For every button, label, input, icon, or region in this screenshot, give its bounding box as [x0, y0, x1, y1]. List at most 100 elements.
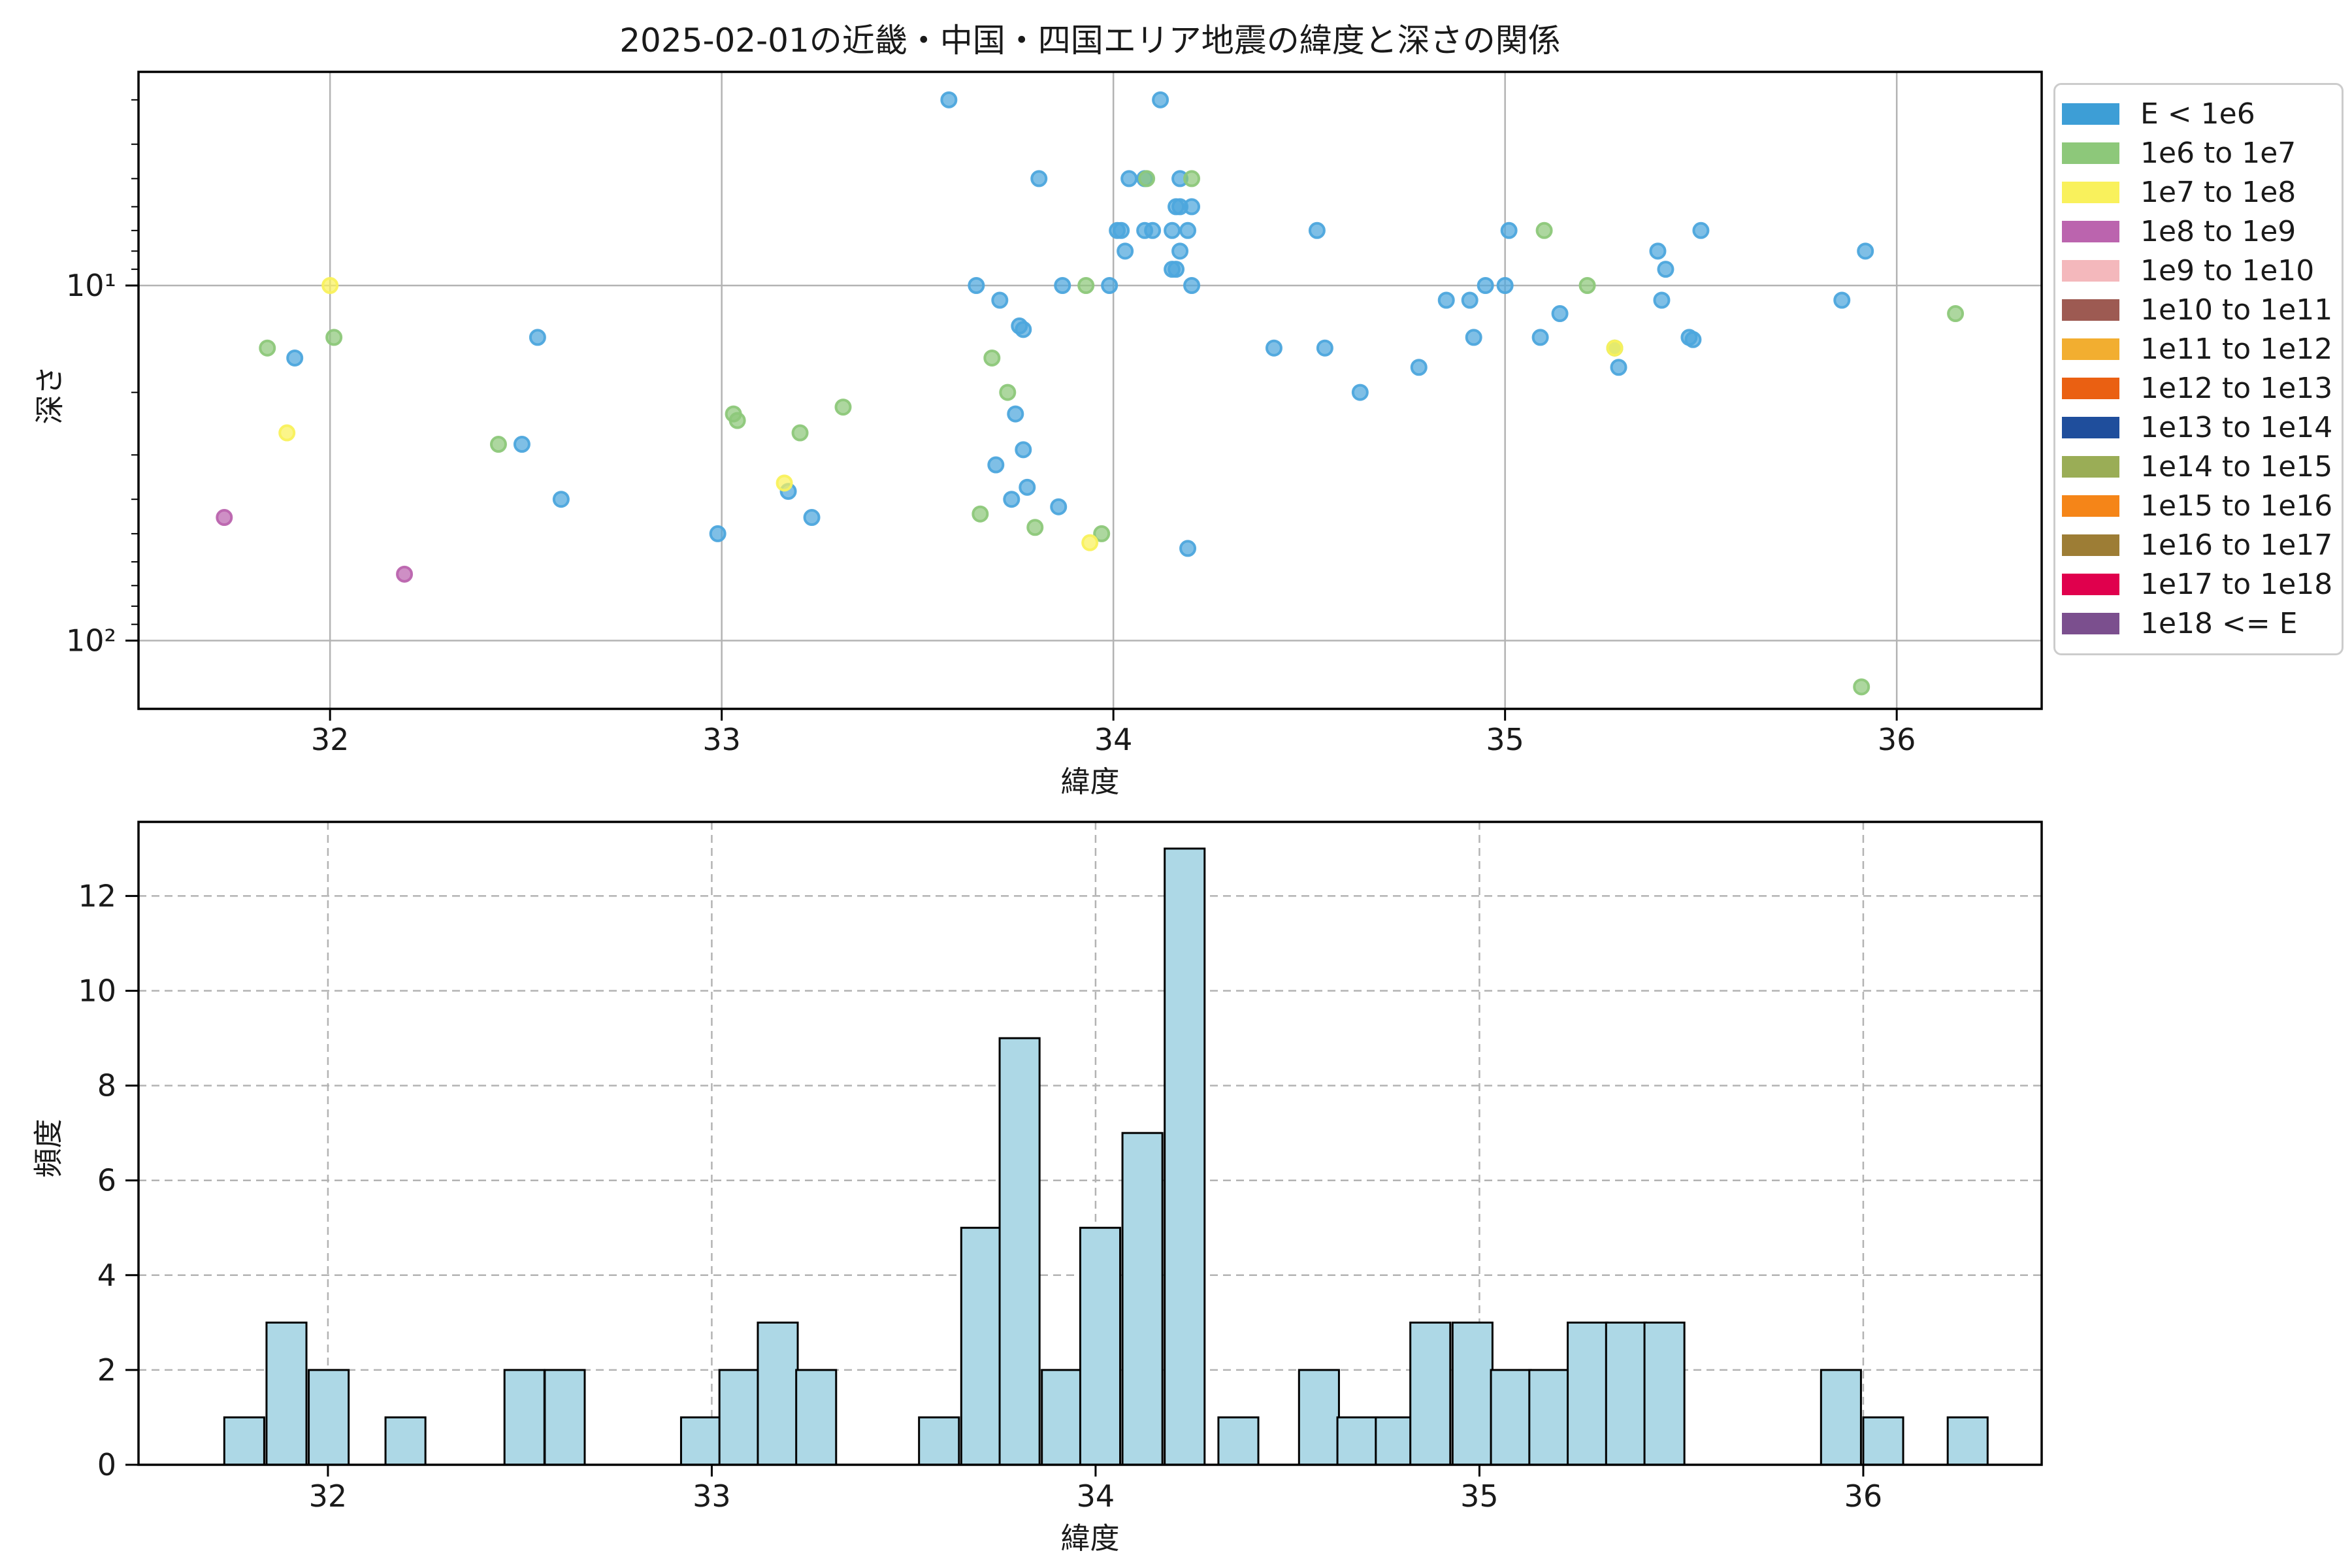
legend-item: 1e18 <= E [2055, 604, 2342, 643]
scatter-point [286, 349, 304, 367]
histogram-bar [795, 1369, 838, 1466]
legend-swatch [2062, 377, 2119, 399]
scatter-point [1265, 339, 1282, 357]
scatter-point [1183, 277, 1201, 294]
legend-item: 1e14 to 1e15 [2055, 447, 2342, 486]
scatter-point [1152, 91, 1169, 108]
scatter-point [1610, 359, 1627, 376]
legend-item: 1e7 to 1e8 [2055, 172, 2342, 212]
histogram-x-tick-label: 34 [1077, 1478, 1115, 1514]
histogram-bar [1164, 847, 1206, 1466]
scatter-point [1113, 221, 1130, 239]
histogram-bar [998, 1037, 1041, 1466]
histogram-y-tick-label: 2 [97, 1352, 116, 1388]
histogram-y-tick-label: 10 [78, 973, 116, 1009]
legend-swatch [2062, 495, 2119, 517]
legend-item: 1e13 to 1e14 [2055, 408, 2342, 447]
scatter-point [1183, 198, 1201, 216]
histogram-x-tick-label: 32 [309, 1478, 348, 1514]
histogram-bar [265, 1321, 308, 1466]
legend: E < 1e6 1e6 to 1e7 1e7 to 1e8 1e8 to 1e9 1e9… [2053, 83, 2344, 655]
scatter-spines [137, 71, 2043, 710]
legend-item: 1e9 to 1e10 [2055, 251, 2342, 290]
histogram-bar [1820, 1369, 1862, 1466]
scatter-point [1578, 277, 1596, 294]
scatter-point [321, 277, 339, 294]
histogram-bar [1121, 1132, 1164, 1466]
scatter-point [1947, 305, 1965, 323]
scatter-x-tick-label: 36 [1878, 722, 1916, 757]
scatter-point [1857, 242, 1874, 260]
histogram-bar [1409, 1321, 1452, 1466]
histogram-y-tick-label: 6 [97, 1163, 116, 1198]
legend-item: 1e16 to 1e17 [2055, 525, 2342, 564]
scatter-point [1531, 329, 1549, 346]
scatter-point [529, 329, 546, 346]
histogram-bar [1217, 1416, 1260, 1466]
scatter-point [325, 329, 343, 346]
scatter-point [1168, 261, 1185, 278]
scatter-point [1179, 540, 1197, 557]
histogram-bar [1041, 1369, 1083, 1466]
legend-item: 1e11 to 1e12 [2055, 329, 2342, 368]
scatter-point [1551, 305, 1569, 323]
scatter-point [1308, 221, 1326, 239]
legend-item: 1e10 to 1e11 [2055, 290, 2342, 329]
scatter-point [1833, 291, 1851, 309]
scatter-point [1684, 331, 1702, 348]
legend-swatch [2062, 455, 2119, 478]
scatter-point [1657, 261, 1674, 278]
histogram-bar [757, 1321, 799, 1466]
scatter-point [1171, 242, 1189, 260]
scatter-point [1179, 221, 1197, 239]
histogram-bar [223, 1416, 265, 1466]
scatter-x-tick-label: 34 [1094, 722, 1133, 757]
histogram-bar [384, 1416, 427, 1466]
legend-item: E < 1e6 [2055, 94, 2342, 133]
scatter-point [1653, 291, 1671, 309]
scatter-point [216, 509, 233, 527]
scatter-point [983, 349, 1001, 367]
scatter-point [1015, 441, 1032, 459]
scatter-point [972, 505, 989, 523]
histogram-bar [1567, 1321, 1609, 1466]
scatter-point [1138, 170, 1156, 188]
histogram-bar [503, 1369, 546, 1466]
histogram-spines [137, 821, 2043, 1466]
scatter-point [1351, 384, 1369, 401]
histogram-bar [1946, 1416, 1989, 1466]
histogram-bar [1862, 1416, 1904, 1466]
histogram-bar [960, 1226, 1002, 1466]
scatter-point [1496, 277, 1514, 294]
legend-label: 1e11 to 1e12 [2140, 332, 2333, 366]
scatter-point [1606, 339, 1624, 357]
legend-label: 1e7 to 1e8 [2140, 175, 2296, 209]
scatter-point [1535, 221, 1553, 239]
histogram-x-axis-label: 緯度 [1060, 1521, 1120, 1556]
scatter-point [791, 424, 809, 442]
scatter-point [940, 91, 958, 108]
legend-swatch [2062, 142, 2119, 164]
histogram-bar [1643, 1321, 1686, 1466]
scatter-x-tick-label: 33 [702, 722, 741, 757]
legend-label: 1e18 <= E [2140, 606, 2298, 640]
histogram-y-tick-label: 4 [97, 1258, 116, 1293]
scatter-point [552, 491, 570, 508]
scatter-point [803, 509, 821, 527]
scatter-point [1019, 478, 1036, 496]
scatter-point [1117, 242, 1134, 260]
histogram-bar [718, 1369, 760, 1466]
scatter-x-axis-label: 緯度 [1060, 764, 1120, 799]
scatter-y-tick-label: 10² [66, 623, 116, 659]
scatter-point [1477, 277, 1494, 294]
scatter-point [1054, 277, 1071, 294]
chart-title: 2025-02-01の近畿・中国・四国エリア地震の緯度と深さの関係 [619, 22, 1561, 59]
legend-label: 1e13 to 1e14 [2140, 410, 2333, 444]
legend-label: E < 1e6 [2140, 97, 2255, 131]
scatter-point [709, 525, 727, 542]
scatter-point [1500, 221, 1518, 239]
legend-swatch [2062, 259, 2119, 282]
legend-swatch [2062, 534, 2119, 556]
